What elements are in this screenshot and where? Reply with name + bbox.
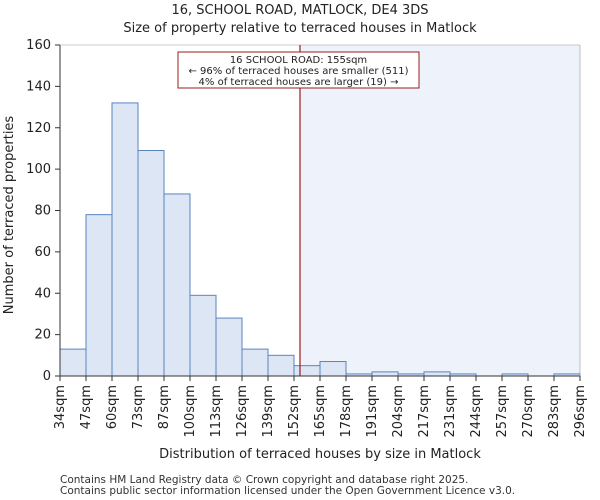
- annotation-line-2: ← 96% of terraced houses are smaller (51…: [188, 66, 408, 77]
- x-tick-label-60sqm: 60sqm: [105, 385, 120, 429]
- bar-152sqm: [293, 365, 321, 377]
- x-tick-label-270sqm: 270sqm: [521, 385, 536, 438]
- x-tick-label-244sqm: 244sqm: [469, 385, 484, 438]
- footer-line-1: Contains HM Land Registry data © Crown c…: [60, 474, 469, 486]
- bar-100sqm: [189, 294, 217, 377]
- x-tick-label-73sqm: 73sqm: [131, 385, 146, 429]
- x-tick-label-47sqm: 47sqm: [79, 385, 94, 429]
- bar-217sqm: [423, 371, 451, 377]
- x-tick-label-217sqm: 217sqm: [417, 385, 432, 438]
- y-tick-label-0: 0: [43, 369, 51, 384]
- x-tick-label-87sqm: 87sqm: [157, 385, 172, 429]
- x-tick-label-139sqm: 139sqm: [261, 385, 276, 438]
- y-tick-label-160: 160: [26, 38, 51, 53]
- x-axis-title: Distribution of terraced houses by size …: [159, 447, 481, 462]
- y-tick-label-140: 140: [26, 79, 51, 94]
- x-tick-label-152sqm: 152sqm: [287, 385, 302, 438]
- y-tick-label-120: 120: [26, 121, 51, 136]
- bar-113sqm: [215, 317, 243, 377]
- bar-87sqm: [163, 193, 191, 377]
- x-tick-label-231sqm: 231sqm: [443, 385, 458, 438]
- bar-34sqm: [59, 348, 87, 377]
- x-tick-label-257sqm: 257sqm: [495, 385, 510, 438]
- x-tick-label-296sqm: 296sqm: [573, 385, 588, 438]
- x-tick-label-100sqm: 100sqm: [183, 385, 198, 438]
- y-tick-label-40: 40: [34, 286, 51, 301]
- x-tick-label-204sqm: 204sqm: [391, 385, 406, 438]
- x-tick-label-165sqm: 165sqm: [313, 385, 328, 438]
- x-tick-label-113sqm: 113sqm: [209, 385, 224, 438]
- x-tick-label-191sqm: 191sqm: [365, 385, 380, 438]
- y-axis-title: Number of terraced properties: [2, 116, 17, 315]
- annotation-line-3: 4% of terraced houses are larger (19) →: [199, 77, 399, 88]
- bar-191sqm: [371, 371, 399, 377]
- x-tick-label-283sqm: 283sqm: [547, 385, 562, 438]
- annotation-line-1: 16 SCHOOL ROAD: 155sqm: [230, 55, 367, 66]
- bar-139sqm: [267, 354, 295, 377]
- chart-title: 16, SCHOOL ROAD, MATLOCK, DE4 3DS: [171, 3, 429, 18]
- y-tick-label-20: 20: [34, 328, 51, 343]
- highlight-region: [299, 45, 580, 376]
- bar-60sqm: [111, 102, 139, 377]
- annotation-box: [177, 51, 420, 89]
- bar-126sqm: [241, 348, 269, 377]
- x-tick-label-34sqm: 34sqm: [53, 385, 68, 429]
- y-tick-label-100: 100: [26, 162, 51, 177]
- y-tick-label-60: 60: [34, 245, 51, 260]
- x-tick-label-178sqm: 178sqm: [339, 385, 354, 438]
- footer-line-2: Contains public sector information licen…: [60, 485, 516, 497]
- x-tick-label-126sqm: 126sqm: [235, 385, 250, 438]
- bar-47sqm: [85, 214, 113, 377]
- bar-165sqm: [319, 361, 347, 377]
- chart-subtitle: Size of property relative to terraced ho…: [123, 21, 477, 36]
- bar-73sqm: [137, 150, 165, 377]
- y-tick-label-80: 80: [34, 204, 51, 219]
